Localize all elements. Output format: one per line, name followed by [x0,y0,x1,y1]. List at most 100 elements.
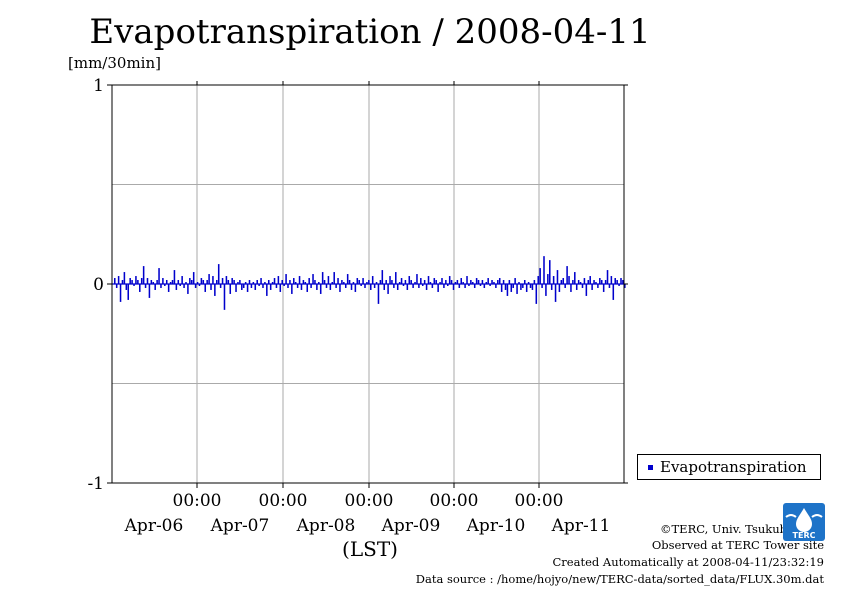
data-bar [114,278,116,284]
data-bar [458,284,461,288]
data-bar [335,284,337,288]
data-bar [300,284,303,290]
data-bar [470,280,472,284]
data-bar [539,268,541,284]
x-tick-date-label: Apr-07 [210,516,270,536]
data-bar [574,272,576,284]
data-bar [329,284,332,290]
x-tick-time-label: 00:00 [515,491,564,511]
data-bar [423,280,426,284]
data-bar [135,276,137,284]
data-bar [618,284,620,286]
data-bar [346,274,349,284]
data-bar [158,268,160,284]
data-bar [219,284,222,288]
data-bar [443,284,445,288]
data-bar [587,280,590,284]
data-bar [541,284,543,288]
data-bar [217,264,220,284]
data-bar [527,282,530,284]
data-bar [366,282,368,284]
data-bar [242,284,245,288]
data-bar [579,282,582,284]
data-bar [446,284,449,286]
data-bar [285,274,287,284]
x-tick-date-label: Apr-06 [124,516,184,536]
data-bar [212,276,214,284]
data-bar [487,278,489,284]
data-bar [570,284,572,292]
data-bar [144,284,147,288]
data-bar [466,276,468,284]
data-bar [173,270,176,284]
data-bar [204,284,207,292]
data-bar [537,276,539,284]
data-bar [468,284,470,286]
data-bar [477,280,480,284]
data-bar [154,284,156,290]
data-bar [304,282,307,284]
data-bar [221,278,224,284]
data-bar [572,280,574,284]
data-bar [535,284,538,304]
data-bar [414,282,416,284]
data-bar [189,278,191,284]
data-bar [233,280,235,284]
data-bar [602,284,605,292]
data-bar [495,284,497,288]
data-bar [583,278,586,284]
data-bar [181,276,183,284]
data-bar [452,284,455,290]
data-bar [133,284,135,286]
data-bar [508,280,511,284]
data-bar [441,278,443,284]
legend-label: Evapotranspiration [660,458,807,476]
data-bar [260,278,262,284]
data-bar [165,280,168,284]
data-bar [550,284,553,290]
data-bar [341,280,343,284]
data-bar [450,280,453,284]
data-bar [129,278,131,284]
data-bar [125,284,128,290]
data-bar [585,284,588,296]
data-bar [352,282,355,284]
data-bar [448,276,451,284]
data-bar [610,276,613,284]
data-bar [350,284,353,290]
data-bar [545,284,547,296]
data-bar [510,284,513,292]
data-bar [491,280,493,284]
data-bar [210,284,212,290]
data-bar [256,280,258,284]
data-bar [235,284,237,292]
data-bar [339,284,341,292]
data-bar [421,284,424,286]
data-bar [356,278,359,284]
data-bar [612,284,615,300]
data-bar [481,280,484,284]
data-bar [493,282,495,284]
data-bar [164,284,166,286]
data-bar [139,284,141,292]
x-tick-date-label: Apr-11 [551,516,611,536]
data-bar [479,284,482,286]
data-bar [289,280,291,284]
data-bar [387,284,389,294]
data-bar [146,278,149,284]
data-bar [312,274,314,284]
data-bar [206,280,208,284]
data-bar [456,280,459,284]
data-bar [608,284,611,288]
data-bar [373,284,376,288]
data-bar [318,282,320,284]
data-bar [271,282,274,284]
data-bar [512,284,514,288]
data-bar [525,284,528,292]
data-bar [179,284,181,286]
data-bar [293,278,295,284]
data-bar [624,284,626,288]
data-bar [269,284,272,290]
data-bar [248,280,251,284]
data-bar [416,274,418,284]
